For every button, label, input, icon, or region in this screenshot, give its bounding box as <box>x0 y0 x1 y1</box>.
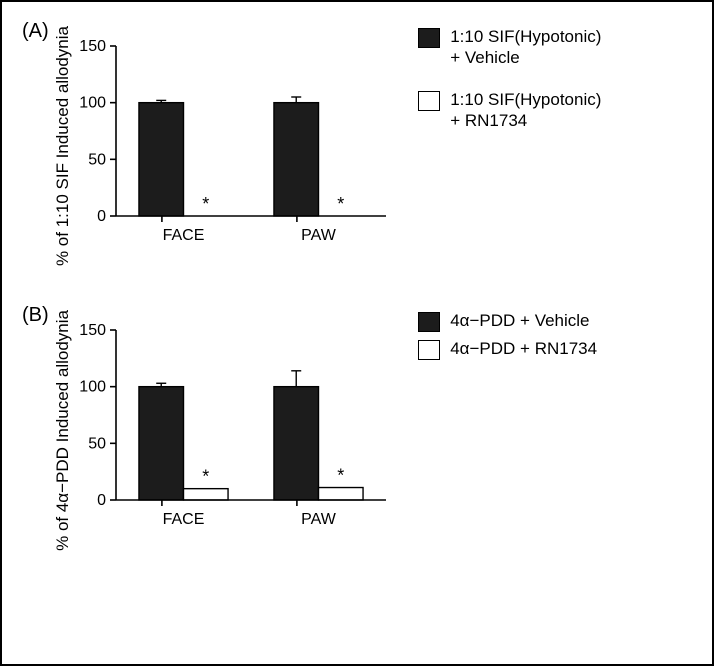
svg-text:50: 50 <box>88 435 106 452</box>
legend-text: 4α−PDD + Vehicle <box>450 310 589 331</box>
legend: 4α−PDD + Vehicle 4α−PDD + RN1734 <box>418 310 597 360</box>
svg-text:150: 150 <box>80 322 107 339</box>
legend-text: 4α−PDD + RN1734 <box>450 338 597 359</box>
legend-entry: 1:10 SIF(Hypotonic) + Vehicle <box>418 26 601 69</box>
svg-text:0: 0 <box>97 492 106 509</box>
bar-chart: 050100150*FACE*PAW <box>76 26 392 250</box>
svg-text:100: 100 <box>80 95 107 112</box>
svg-text:0: 0 <box>97 208 106 225</box>
figure-frame: (A)% of 1:10 SIF Induced allodynia 0 50 100… <box>0 0 714 666</box>
svg-text:100: 100 <box>80 379 107 396</box>
legend-swatch <box>418 340 440 360</box>
legend-entry: 1:10 SIF(Hypotonic) + RN1734 <box>418 89 601 132</box>
svg-text:*: * <box>337 466 344 486</box>
svg-text:150: 150 <box>80 38 107 55</box>
panel: (B)% of 4α−PDD Induced allodynia05010015… <box>22 310 692 551</box>
panel: (A)% of 1:10 SIF Induced allodynia050100… <box>22 26 692 266</box>
svg-text:*: * <box>337 194 344 214</box>
legend-text: 1:10 SIF(Hypotonic) + RN1734 <box>450 89 601 132</box>
svg-text:*: * <box>202 467 209 487</box>
legend: 1:10 SIF(Hypotonic) + Vehicle 1:10 SIF(Hy… <box>418 26 601 131</box>
svg-text:*: * <box>202 194 209 214</box>
chart-block: % of 4α−PDD Induced allodynia 0 50 100 150 * F… <box>53 310 393 551</box>
legend-entry: 4α−PDD + Vehicle <box>418 310 597 332</box>
panel-label: (A) <box>22 20 49 43</box>
legend-swatch <box>418 28 440 48</box>
legend-entry: 4α−PDD + RN1734 <box>418 338 597 360</box>
panel-label: (B) <box>22 304 49 327</box>
legend-swatch <box>418 91 440 111</box>
svg-text:50: 50 <box>88 151 106 168</box>
legend-text: 1:10 SIF(Hypotonic) + Vehicle <box>450 26 601 69</box>
svg-text:PAW: PAW <box>301 511 337 528</box>
chart-block: % of 1:10 SIF Induced allodynia 0 50 100 150… <box>53 26 393 266</box>
legend-swatch <box>418 312 440 332</box>
svg-text:FACE: FACE <box>163 511 205 528</box>
svg-text:PAW: PAW <box>301 227 337 244</box>
bar-chart: 0 50 100 150 * FACE * PAW <box>76 310 392 534</box>
svg-text:FACE: FACE <box>163 227 205 244</box>
y-axis-label: % of 1:10 SIF Induced allodynia <box>53 26 73 266</box>
y-axis-label: % of 4α−PDD Induced allodynia <box>53 310 73 551</box>
